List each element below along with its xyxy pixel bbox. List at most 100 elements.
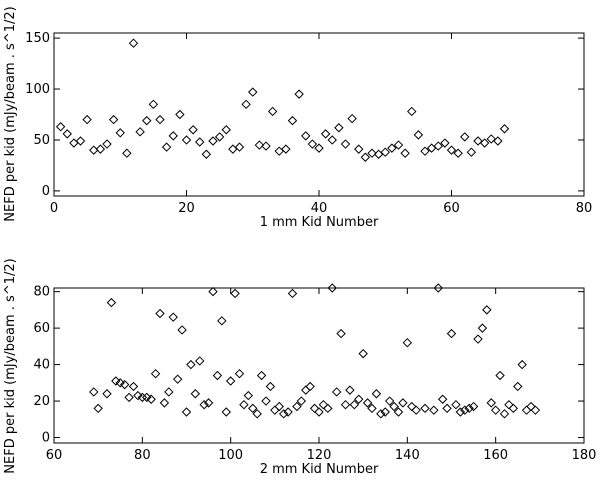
top-data-point [314,143,324,153]
top-y-tick-label: 50 [33,133,50,148]
top-data-point [327,135,337,145]
top-data-point [55,122,66,132]
top-data-point [161,142,172,152]
top-y-tick-label: 0 [42,184,50,199]
bottom-data-point [398,398,408,408]
bottom-data-points [89,283,541,419]
top-data-point [95,144,106,154]
bottom-x-ticks: 60 80 100 120 140 160 180 [46,288,596,463]
bottom-data-point [336,328,346,339]
bottom-data-point [521,405,532,415]
top-plot-frame [53,32,585,197]
bottom-data-point [508,403,519,414]
bottom-data-point [411,405,421,415]
bottom-data-point [513,381,523,392]
bottom-data-point [181,407,192,417]
top-data-point [241,99,251,110]
top-data-point [188,125,198,135]
top-data-point [75,136,86,146]
top-data-point [473,136,483,146]
top-data-point [420,146,430,156]
bottom-data-point [287,288,298,299]
top-data-point [175,109,185,120]
bottom-plot-frame [53,287,585,444]
top-data-point [340,139,351,149]
bottom-data-point [433,283,443,293]
bottom-data-point [402,337,413,348]
bottom-data-point [305,381,315,392]
top-data-point [89,145,99,155]
top-y-ticks: 0 50 100 150 [25,31,584,199]
bottom-data-point [239,399,249,410]
bottom-y-tick-label: 80 [33,285,50,300]
bottom-data-point [124,392,134,403]
top-data-point [128,38,139,48]
bottom-x-tick-label: 140 [395,448,420,463]
bottom-data-point [429,405,439,415]
bottom-data-point [323,403,333,414]
top-data-point [307,139,318,149]
top-x-tick-label: 0 [50,201,58,216]
bottom-data-point [349,399,360,410]
bottom-data-point [380,407,390,417]
top-data-point [466,147,477,157]
bottom-data-point [376,409,386,419]
bottom-data-point [446,328,457,339]
top-data-point [486,134,496,144]
top-x-ticks: 0 20 40 60 80 [50,33,592,216]
bottom-data-point [265,381,276,392]
bottom-data-point [243,390,254,401]
bottom-data-point [146,394,156,404]
bottom-data-point [177,325,187,335]
bottom-data-point [168,312,178,322]
top-data-point [201,149,212,159]
top-data-point [234,142,245,152]
top-data-point [135,127,145,137]
top-y-axis-label: NEFD per kid (mJy/beam . s^1/2) [3,6,18,221]
top-data-point [493,136,503,146]
bottom-data-point [384,396,395,406]
top-data-point [433,141,443,151]
bottom-data-point [217,316,227,326]
bottom-data-point [137,392,148,403]
bottom-data-point [389,401,399,412]
top-data-point [181,135,192,145]
bottom-y-tick-label: 20 [33,394,50,409]
top-data-point [261,141,271,151]
bottom-data-point [133,390,143,401]
bottom-data-point [248,403,258,414]
top-chart-panel: 0 20 40 60 80 0 50 100 150 1 mm Kid Number NEFD… [3,6,592,230]
top-x-tick-label: 20 [178,201,195,216]
bottom-y-tick-label: 0 [42,431,50,446]
bottom-data-point [451,399,461,410]
bottom-x-tick-label: 100 [218,448,243,463]
bottom-data-point [283,407,293,417]
bottom-data-point [354,394,364,404]
top-data-point [387,143,397,153]
top-data-points [55,38,510,162]
top-data-point [407,106,417,117]
top-data-point [380,147,390,157]
bottom-data-point [468,401,479,412]
top-data-point [334,123,344,133]
bottom-data-point [473,334,483,344]
top-data-point [453,148,463,158]
bottom-data-point [437,394,448,404]
top-data-point [320,129,331,139]
bottom-data-point [270,405,280,415]
bottom-data-point [460,405,470,415]
bottom-data-point [195,356,205,366]
bottom-data-point [155,308,165,319]
top-data-point [208,136,218,146]
bottom-data-point [331,387,342,397]
top-data-point [281,144,291,154]
top-data-point [267,106,278,117]
top-data-point [168,131,178,141]
bottom-data-point [225,376,236,386]
top-data-point [82,114,92,125]
top-data-point [400,148,410,158]
bottom-data-point [490,405,501,415]
top-data-point [440,138,450,148]
top-data-point [367,148,377,158]
top-data-point [155,114,165,125]
